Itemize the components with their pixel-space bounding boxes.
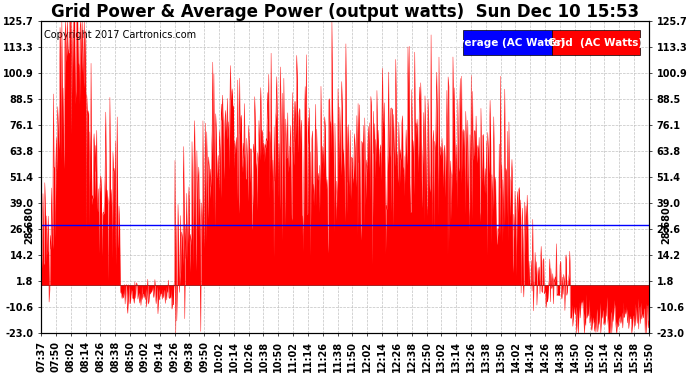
- Text: 28.680: 28.680: [23, 206, 34, 244]
- Text: Average (AC Watts): Average (AC Watts): [450, 38, 565, 48]
- FancyBboxPatch shape: [464, 30, 551, 55]
- FancyBboxPatch shape: [551, 30, 640, 55]
- Title: Grid Power & Average Power (output watts)  Sun Dec 10 15:53: Grid Power & Average Power (output watts…: [51, 3, 639, 21]
- Text: Copyright 2017 Cartronics.com: Copyright 2017 Cartronics.com: [44, 30, 197, 40]
- Text: Grid  (AC Watts): Grid (AC Watts): [548, 38, 643, 48]
- Text: 28.680: 28.680: [661, 206, 671, 244]
